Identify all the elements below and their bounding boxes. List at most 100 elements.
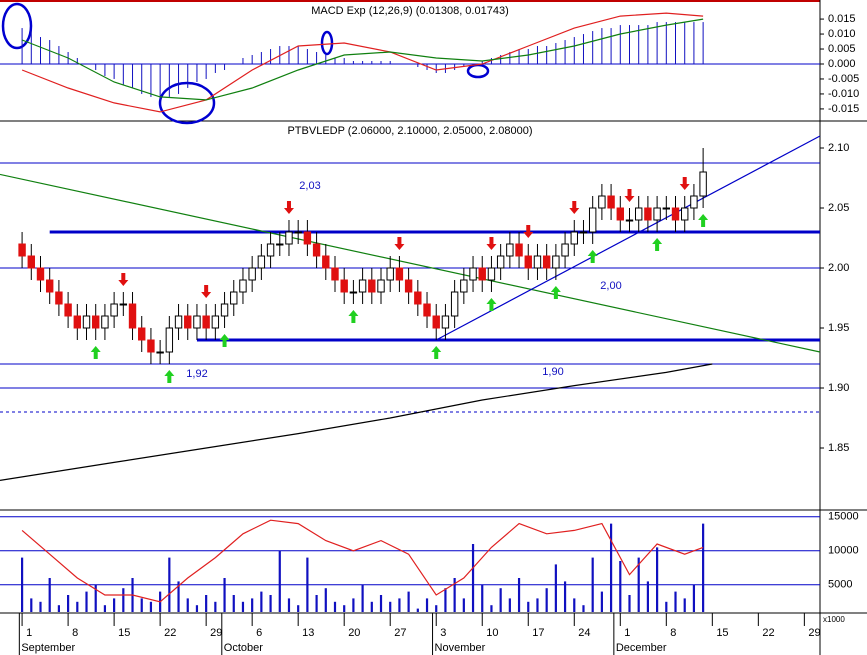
y-tick-label: 5000 bbox=[828, 579, 852, 591]
candle-body bbox=[681, 207, 689, 221]
candle-body bbox=[690, 195, 698, 209]
candle-body bbox=[248, 267, 256, 281]
candle-body bbox=[616, 207, 624, 221]
macd-line bbox=[21, 18, 704, 101]
candle-body bbox=[45, 279, 54, 293]
candle-body bbox=[570, 231, 578, 245]
level-label: 1,92 bbox=[186, 368, 207, 380]
buy-arrow bbox=[348, 310, 359, 323]
candle-body bbox=[588, 207, 597, 233]
candle-body bbox=[312, 243, 321, 257]
candle-body bbox=[211, 315, 220, 329]
buy-arrow bbox=[486, 298, 497, 311]
y-tick-label: 15000 bbox=[828, 511, 859, 523]
candle-body bbox=[101, 315, 109, 329]
x-tick-label: 6 bbox=[256, 627, 262, 639]
sell-arrow bbox=[486, 237, 497, 250]
candle-body bbox=[598, 195, 606, 209]
candle-body bbox=[496, 255, 505, 269]
candle-body bbox=[552, 255, 560, 269]
candle-body bbox=[18, 243, 26, 257]
candle-body bbox=[349, 291, 358, 294]
sell-arrow bbox=[283, 201, 294, 214]
candle-body bbox=[64, 303, 72, 317]
candle-body bbox=[625, 219, 634, 222]
buy-arrow bbox=[550, 286, 561, 299]
candle-body bbox=[239, 279, 247, 293]
buy-arrow bbox=[431, 346, 442, 359]
x-tick-label: 13 bbox=[302, 627, 314, 639]
highlight-oval bbox=[1, 2, 33, 50]
y-tick-label: 0.015 bbox=[828, 13, 856, 25]
x-tick-label: 10 bbox=[486, 627, 498, 639]
candle-body bbox=[542, 255, 551, 269]
candle-body bbox=[579, 231, 588, 234]
candle-body bbox=[73, 315, 82, 329]
panel-title: MACD Exp (12,26,9) (0.01308, 0.01743) bbox=[311, 5, 509, 17]
x-tick-label: 8 bbox=[670, 627, 676, 639]
candle-body bbox=[460, 279, 468, 293]
buy-arrow bbox=[652, 238, 663, 251]
candle-body bbox=[119, 303, 128, 306]
month-label: November bbox=[435, 642, 486, 654]
x-tick-label: 29 bbox=[808, 627, 820, 639]
candle-body bbox=[202, 315, 210, 329]
trendline bbox=[435, 135, 821, 341]
candle-body bbox=[184, 315, 192, 329]
plot-layer: MACD Exp (12,26,9) (0.01308, 0.01743) 0.0… bbox=[0, 5, 859, 655]
candle-body bbox=[110, 303, 118, 317]
candle-body bbox=[230, 291, 238, 305]
y-tick-label: 1.95 bbox=[828, 322, 849, 334]
sell-arrow bbox=[201, 285, 212, 298]
candle-body bbox=[414, 291, 422, 305]
candle-body bbox=[55, 291, 63, 305]
candle-body bbox=[303, 231, 312, 245]
candle-body bbox=[174, 315, 183, 329]
x-tick-label: 1 bbox=[26, 627, 32, 639]
candle-body bbox=[340, 279, 348, 293]
x-tick-label: 1 bbox=[624, 627, 630, 639]
y-tick-label: -0.015 bbox=[828, 103, 859, 115]
sell-arrow bbox=[394, 237, 405, 250]
candle-body bbox=[294, 231, 302, 234]
sell-arrow bbox=[624, 189, 635, 202]
candle-body bbox=[285, 231, 293, 245]
candle-body bbox=[423, 303, 431, 317]
x-tick-label: 15 bbox=[118, 627, 130, 639]
candle-body bbox=[506, 243, 514, 257]
month-label: September bbox=[21, 642, 75, 654]
trendline bbox=[0, 173, 821, 353]
y-tick-label: 0.000 bbox=[828, 58, 856, 70]
y-tick-label: -0.005 bbox=[828, 73, 859, 85]
candle-body bbox=[156, 351, 164, 354]
moving-average bbox=[0, 363, 713, 481]
candle-body bbox=[441, 315, 450, 329]
candle-body bbox=[377, 279, 385, 293]
candle-body bbox=[404, 279, 413, 293]
candle-body bbox=[487, 267, 496, 281]
candle-body bbox=[358, 279, 367, 293]
sell-arrow bbox=[523, 225, 534, 238]
month-label: October bbox=[224, 642, 263, 654]
x-tick-label: 17 bbox=[532, 627, 544, 639]
candle-body bbox=[653, 207, 661, 221]
candle-body bbox=[450, 291, 459, 317]
candle-body bbox=[257, 255, 266, 269]
candle-body bbox=[331, 267, 339, 281]
level-label: 1,90 bbox=[542, 366, 563, 378]
x-tick-label: 15 bbox=[716, 627, 728, 639]
candle-body bbox=[478, 267, 486, 281]
candle-body bbox=[165, 327, 174, 353]
candle-body bbox=[515, 243, 523, 257]
y-tick-label: 1.90 bbox=[828, 382, 849, 394]
x-tick-label: 20 bbox=[348, 627, 360, 639]
candle-body bbox=[644, 207, 652, 221]
buy-arrow bbox=[164, 370, 175, 383]
candle-body bbox=[36, 267, 45, 281]
candle-body bbox=[533, 255, 542, 269]
y-tick-label: 10000 bbox=[828, 545, 859, 557]
candle-body bbox=[276, 243, 284, 246]
candle-body bbox=[92, 315, 100, 329]
highlight-oval bbox=[320, 30, 334, 56]
candle-body bbox=[561, 243, 569, 257]
